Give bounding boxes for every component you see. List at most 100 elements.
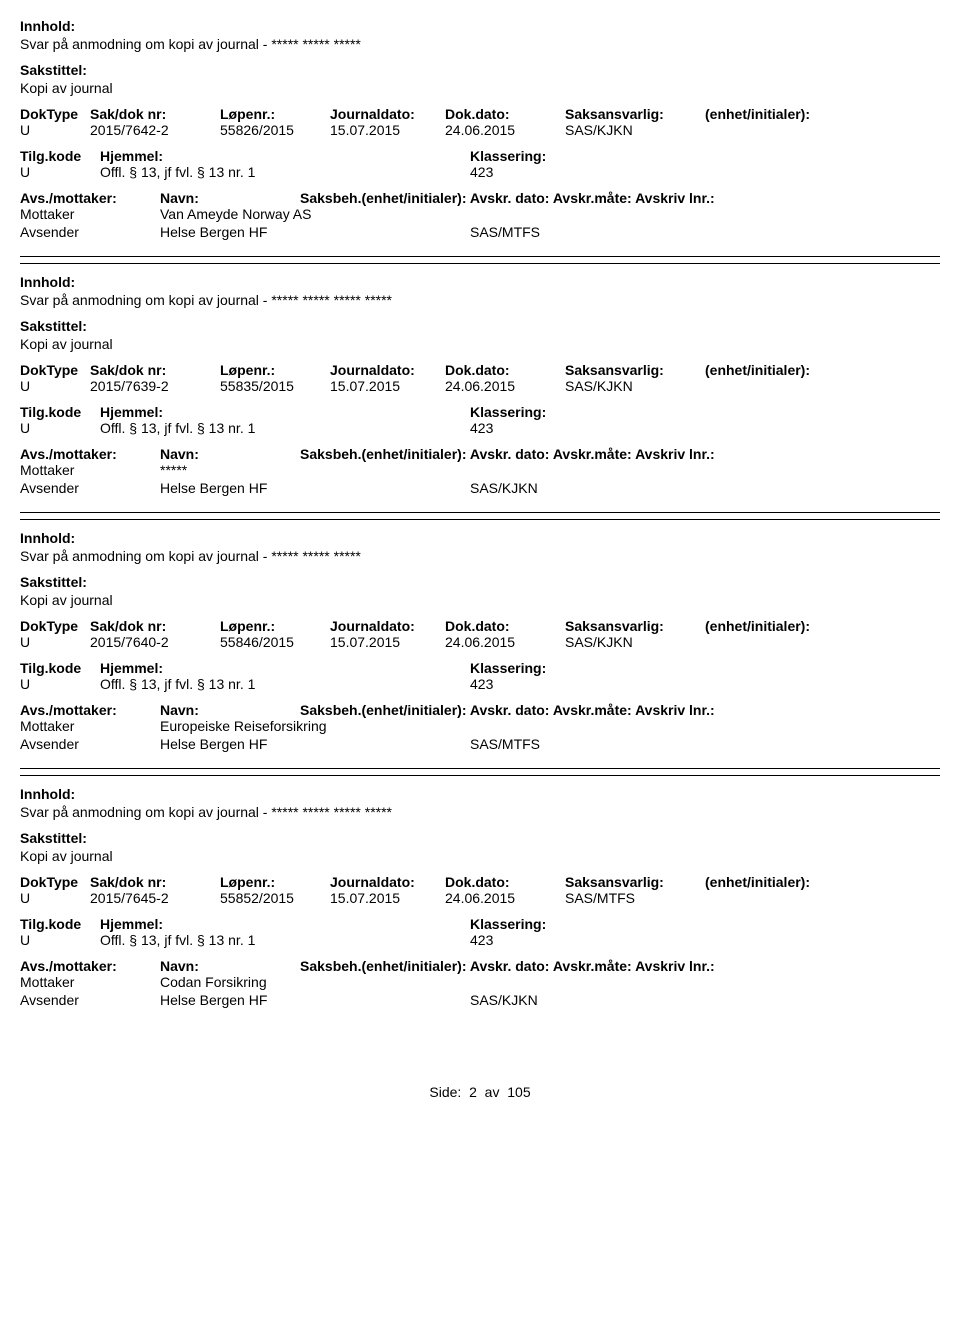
hdr-journaldato: Journaldato: <box>330 874 445 890</box>
hdr-tilgkode: Tilg.kode <box>20 660 100 676</box>
hdr-doktype: DokType <box>20 618 90 634</box>
sakstittel-value: Kopi av journal <box>20 592 940 608</box>
hdr-klassering: Klassering: <box>470 148 940 164</box>
hdr-enhet-init: (enhet/initialer): <box>705 106 940 122</box>
val-klassering: 423 <box>470 420 940 436</box>
party-header-row: Avs./mottaker: Navn: Saksbeh.(enhet/init… <box>20 446 940 462</box>
innhold-value: Svar på anmodning om kopi av journal - *… <box>20 548 940 564</box>
avsender-name: Helse Bergen HF <box>160 224 470 240</box>
val-sakdok: 2015/7639-2 <box>90 378 220 394</box>
party-header-row: Avs./mottaker: Navn: Saksbeh.(enhet/init… <box>20 702 940 718</box>
mottaker-unit <box>470 206 940 222</box>
entries-list: Innhold: Svar på anmodning om kopi av jo… <box>20 18 940 1024</box>
val-enhet-init <box>705 378 940 394</box>
val-klassering: 423 <box>470 164 940 180</box>
hdr-saksansvarlig: Saksansvarlig: <box>565 106 705 122</box>
val-doktype: U <box>20 890 90 906</box>
hdr-dokdato: Dok.dato: <box>445 106 565 122</box>
hdr-hjemmel: Hjemmel: <box>100 148 470 164</box>
avsender-label: Avsender <box>20 224 160 240</box>
footer-page: 2 <box>469 1084 477 1100</box>
mottaker-name: ***** <box>160 462 470 478</box>
innhold-label: Innhold: <box>20 18 940 34</box>
hdr-tilgkode: Tilg.kode <box>20 148 100 164</box>
hjemmel-value-row: U Offl. § 13, jf fvl. § 13 nr. 1 423 <box>20 420 940 436</box>
hdr-saksbeh: Saksbeh.(enhet/initialer): Avskr. dato: … <box>300 190 940 206</box>
hdr-dokdato: Dok.dato: <box>445 618 565 634</box>
hdr-hjemmel: Hjemmel: <box>100 404 470 420</box>
hdr-lopenr: Løpenr.: <box>220 362 330 378</box>
hdr-avsmottaker: Avs./mottaker: <box>20 190 160 206</box>
val-saksansvarlig: SAS/KJKN <box>565 122 705 138</box>
meta-value-row: U 2015/7645-2 55852/2015 15.07.2015 24.0… <box>20 890 940 906</box>
innhold-value: Svar på anmodning om kopi av journal - *… <box>20 36 940 52</box>
mottaker-label: Mottaker <box>20 462 160 478</box>
val-dokdato: 24.06.2015 <box>445 378 565 394</box>
meta-header-row: DokType Sak/dok nr: Løpenr.: Journaldato… <box>20 618 940 634</box>
hdr-sakdok: Sak/dok nr: <box>90 874 220 890</box>
hdr-saksbeh: Saksbeh.(enhet/initialer): Avskr. dato: … <box>300 702 940 718</box>
hdr-saksansvarlig: Saksansvarlig: <box>565 874 705 890</box>
hdr-avsmottaker: Avs./mottaker: <box>20 446 160 462</box>
party-header-row: Avs./mottaker: Navn: Saksbeh.(enhet/init… <box>20 958 940 974</box>
hdr-klassering: Klassering: <box>470 916 940 932</box>
innhold-label: Innhold: <box>20 274 940 290</box>
hdr-sakdok: Sak/dok nr: <box>90 106 220 122</box>
val-hjemmel: Offl. § 13, jf fvl. § 13 nr. 1 <box>100 164 470 180</box>
mottaker-label: Mottaker <box>20 206 160 222</box>
val-klassering: 423 <box>470 676 940 692</box>
meta-header-row: DokType Sak/dok nr: Løpenr.: Journaldato… <box>20 874 940 890</box>
sakstittel-label: Sakstittel: <box>20 574 940 590</box>
meta-value-row: U 2015/7642-2 55826/2015 15.07.2015 24.0… <box>20 122 940 138</box>
hdr-avsmottaker: Avs./mottaker: <box>20 702 160 718</box>
avsender-name: Helse Bergen HF <box>160 480 470 496</box>
val-enhet-init <box>705 122 940 138</box>
hdr-doktype: DokType <box>20 874 90 890</box>
hdr-doktype: DokType <box>20 362 90 378</box>
journal-entry: Innhold: Svar på anmodning om kopi av jo… <box>20 263 940 513</box>
hdr-sakdok: Sak/dok nr: <box>90 618 220 634</box>
hjemmel-header-row: Tilg.kode Hjemmel: Klassering: <box>20 148 940 164</box>
val-doktype: U <box>20 378 90 394</box>
hdr-hjemmel: Hjemmel: <box>100 916 470 932</box>
mottaker-name: Van Ameyde Norway AS <box>160 206 470 222</box>
mottaker-unit <box>470 974 940 990</box>
avsender-name: Helse Bergen HF <box>160 736 470 752</box>
hdr-enhet-init: (enhet/initialer): <box>705 362 940 378</box>
meta-value-row: U 2015/7639-2 55835/2015 15.07.2015 24.0… <box>20 378 940 394</box>
val-saksansvarlig: SAS/MTFS <box>565 890 705 906</box>
hdr-enhet-init: (enhet/initialer): <box>705 874 940 890</box>
meta-header-row: DokType Sak/dok nr: Løpenr.: Journaldato… <box>20 106 940 122</box>
hdr-saksansvarlig: Saksansvarlig: <box>565 362 705 378</box>
hdr-navn: Navn: <box>160 446 300 462</box>
avsender-row: Avsender Helse Bergen HF SAS/MTFS <box>20 224 940 240</box>
hdr-saksbeh: Saksbeh.(enhet/initialer): Avskr. dato: … <box>300 446 940 462</box>
val-klassering: 423 <box>470 932 940 948</box>
val-tilgkode: U <box>20 932 100 948</box>
party-header-row: Avs./mottaker: Navn: Saksbeh.(enhet/init… <box>20 190 940 206</box>
val-sakdok: 2015/7640-2 <box>90 634 220 650</box>
hjemmel-header-row: Tilg.kode Hjemmel: Klassering: <box>20 404 940 420</box>
hjemmel-value-row: U Offl. § 13, jf fvl. § 13 nr. 1 423 <box>20 932 940 948</box>
sakstittel-value: Kopi av journal <box>20 848 940 864</box>
hjemmel-header-row: Tilg.kode Hjemmel: Klassering: <box>20 660 940 676</box>
val-tilgkode: U <box>20 676 100 692</box>
sakstittel-label: Sakstittel: <box>20 62 940 78</box>
val-journaldato: 15.07.2015 <box>330 122 445 138</box>
hdr-klassering: Klassering: <box>470 404 940 420</box>
innhold-label: Innhold: <box>20 786 940 802</box>
hjemmel-header-row: Tilg.kode Hjemmel: Klassering: <box>20 916 940 932</box>
hdr-journaldato: Journaldato: <box>330 106 445 122</box>
journal-entry: Innhold: Svar på anmodning om kopi av jo… <box>20 519 940 769</box>
journal-entry: Innhold: Svar på anmodning om kopi av jo… <box>20 18 940 257</box>
val-dokdato: 24.06.2015 <box>445 890 565 906</box>
avsender-unit: SAS/MTFS <box>470 736 940 752</box>
avsender-unit: SAS/KJKN <box>470 992 940 1008</box>
hdr-navn: Navn: <box>160 702 300 718</box>
mottaker-row: Mottaker ***** <box>20 462 940 478</box>
mottaker-label: Mottaker <box>20 718 160 734</box>
hdr-lopenr: Løpenr.: <box>220 618 330 634</box>
val-lopenr: 55846/2015 <box>220 634 330 650</box>
hdr-dokdato: Dok.dato: <box>445 874 565 890</box>
avsender-row: Avsender Helse Bergen HF SAS/MTFS <box>20 736 940 752</box>
